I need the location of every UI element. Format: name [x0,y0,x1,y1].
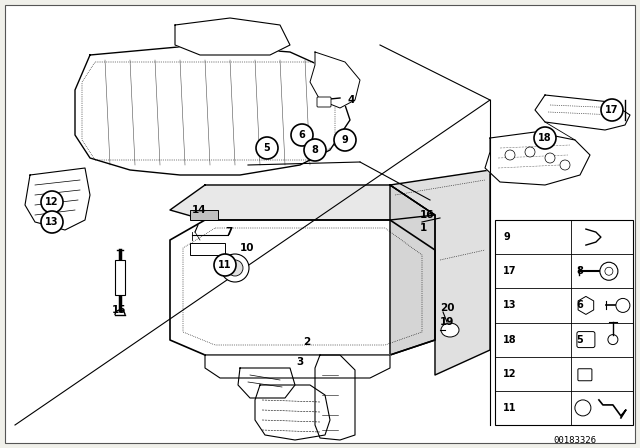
Circle shape [304,139,326,161]
Text: 00183326: 00183326 [554,435,596,444]
Text: 4: 4 [348,95,355,105]
Polygon shape [485,132,590,185]
Text: 11: 11 [503,403,516,413]
Polygon shape [535,95,630,130]
Text: 17: 17 [605,105,619,115]
Bar [495,220,633,425]
Polygon shape [238,368,295,398]
Circle shape [575,400,591,416]
Circle shape [41,211,63,233]
Text: 12: 12 [503,369,516,379]
Polygon shape [390,170,490,375]
Circle shape [525,147,535,157]
Circle shape [227,260,243,276]
Circle shape [334,129,356,151]
Circle shape [534,127,556,149]
Text: 5: 5 [576,335,582,345]
Polygon shape [170,220,435,355]
Text: 9: 9 [342,135,348,145]
Text: 13: 13 [503,301,516,310]
FancyBboxPatch shape [577,332,595,348]
Circle shape [214,254,236,276]
Bar [190,210,218,220]
Polygon shape [310,52,360,108]
Polygon shape [25,168,90,230]
Polygon shape [175,18,290,55]
Polygon shape [255,385,330,440]
Circle shape [291,124,313,146]
Circle shape [41,191,63,213]
Text: 1: 1 [420,223,428,233]
Polygon shape [315,355,355,440]
Circle shape [601,99,623,121]
Text: 9: 9 [503,232,509,242]
Text: 14: 14 [192,205,207,215]
Text: 16: 16 [420,210,435,220]
Text: 11: 11 [218,260,232,270]
Bar [190,243,225,255]
Text: 7: 7 [225,227,232,237]
Text: 12: 12 [45,197,59,207]
Text: 18: 18 [503,335,516,345]
Bar [490,15,635,425]
Circle shape [256,137,278,159]
FancyBboxPatch shape [578,369,592,381]
Circle shape [221,254,249,282]
Text: 6: 6 [299,130,305,140]
Text: 10: 10 [240,243,255,253]
Polygon shape [170,185,435,220]
Text: 8: 8 [312,145,319,155]
Circle shape [600,262,618,280]
Circle shape [608,335,618,345]
Text: 15: 15 [112,305,127,315]
Circle shape [616,298,630,312]
Text: 8: 8 [576,266,583,276]
Circle shape [560,160,570,170]
Polygon shape [75,45,350,175]
Text: 2: 2 [303,337,310,347]
Text: 17: 17 [503,266,516,276]
Text: 13: 13 [45,217,59,227]
Circle shape [505,150,515,160]
Polygon shape [205,355,390,378]
Text: 3: 3 [296,357,303,367]
Text: 20: 20 [440,303,454,313]
Text: 6: 6 [576,301,582,310]
Polygon shape [390,185,435,355]
Text: 5: 5 [264,143,270,153]
Text: 19: 19 [440,317,454,327]
Circle shape [545,153,555,163]
Circle shape [605,267,613,275]
Text: 18: 18 [538,133,552,143]
Bar [115,260,125,295]
FancyBboxPatch shape [317,97,331,107]
Ellipse shape [441,323,459,337]
